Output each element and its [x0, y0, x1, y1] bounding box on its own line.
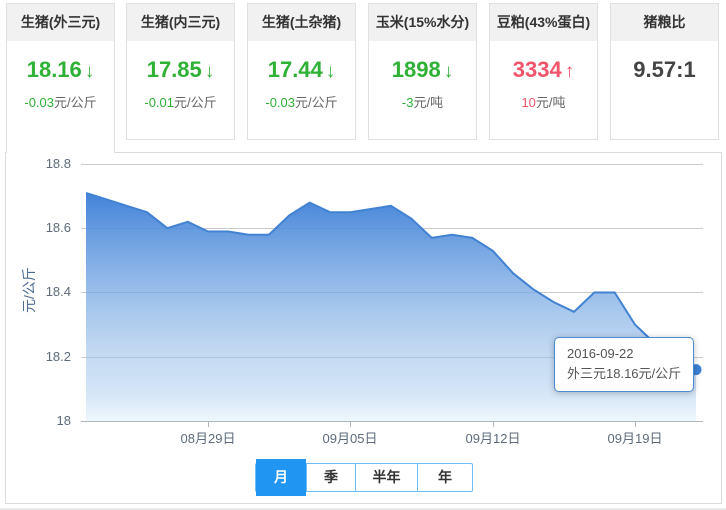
card-change: -0.03元/公斤: [24, 95, 97, 110]
card-value: 18.16 ↓: [26, 57, 95, 82]
card-value: 17.44 ↓: [267, 57, 336, 82]
card-change: -0.01元/公斤: [144, 95, 217, 110]
x-axis-line: [81, 421, 703, 422]
tab-year[interactable]: 年: [417, 464, 472, 491]
card-value: 3334 ↑: [512, 57, 575, 82]
y-tick-label: 18.8: [45, 156, 71, 171]
card-value: 9.57:1: [633, 57, 696, 82]
card-title: 生猪(外三元): [7, 4, 114, 41]
card-pig-grain-ratio[interactable]: 猪粮比 9.57:1: [610, 3, 719, 140]
tab-quarter[interactable]: 季: [306, 464, 355, 491]
y-tick-label: 18: [56, 413, 71, 428]
x-tick: [208, 422, 209, 427]
card-corn[interactable]: 玉米(15%水分) 1898 ↓ -3元/吨: [368, 3, 477, 140]
up-arrow-icon: ↑: [564, 61, 575, 82]
card-change: 10元/吨: [521, 95, 566, 110]
period-tab-group: 月 季 半年 年: [255, 459, 473, 496]
card-value: 1898 ↓: [391, 57, 454, 82]
card-pig-hybrid[interactable]: 生猪(土杂猪) 17.44 ↓ -0.03元/公斤: [247, 3, 356, 140]
tab-half-year[interactable]: 半年: [355, 464, 417, 491]
x-tick: [635, 422, 636, 427]
card-soybean-meal[interactable]: 豆粕(43%蛋白) 3334 ↑ 10元/吨: [489, 3, 598, 140]
x-tick-label: 09月19日: [607, 431, 663, 446]
x-tick-label: 09月12日: [465, 431, 521, 446]
down-arrow-icon: ↓: [443, 61, 454, 82]
down-arrow-icon: ↓: [204, 61, 215, 82]
y-tick-label: 18.2: [45, 349, 71, 364]
card-pig-outer-ternary[interactable]: 生猪(外三元) 18.16 ↓ -0.03元/公斤: [6, 3, 115, 153]
x-tick-label: 09月05日: [322, 431, 378, 446]
y-tick-label: 18.6: [45, 220, 71, 235]
down-arrow-icon: ↓: [325, 61, 336, 82]
x-tick-label: 08月29日: [180, 431, 236, 446]
x-tick: [350, 422, 351, 427]
y-tick-label: 18.4: [45, 284, 71, 299]
down-arrow-icon: ↓: [84, 61, 95, 82]
card-title: 生猪(内三元): [127, 4, 234, 41]
area-chart[interactable]: [6, 153, 721, 503]
card-title: 豆粕(43%蛋白): [490, 4, 597, 41]
series-line: [85, 191, 697, 371]
chart-tooltip: 2016-09-22 外三元18.16元/公斤: [554, 337, 695, 392]
card-pig-inner-ternary[interactable]: 生猪(内三元) 17.85 ↓ -0.01元/公斤: [126, 3, 235, 140]
card-change: -0.03元/公斤: [265, 95, 338, 110]
price-trend-chart-panel: 元/公斤 18.8 18.6 18.4 18.2 18 08月29日 09月05…: [5, 152, 722, 504]
tooltip-date: 2016-09-22: [567, 346, 634, 361]
series-area: [86, 192, 696, 421]
x-tick: [493, 422, 494, 427]
tooltip-value: 外三元18.16元/公斤: [567, 366, 682, 381]
tab-month[interactable]: 月: [256, 459, 306, 496]
card-value: 17.85 ↓: [146, 57, 215, 82]
card-change: -3元/吨: [401, 95, 444, 110]
gridline: [81, 164, 703, 165]
card-title: 玉米(15%水分): [369, 4, 476, 41]
card-title: 生猪(土杂猪): [248, 4, 355, 41]
page-bottom-divider: [0, 508, 726, 510]
card-title: 猪粮比: [611, 4, 718, 41]
